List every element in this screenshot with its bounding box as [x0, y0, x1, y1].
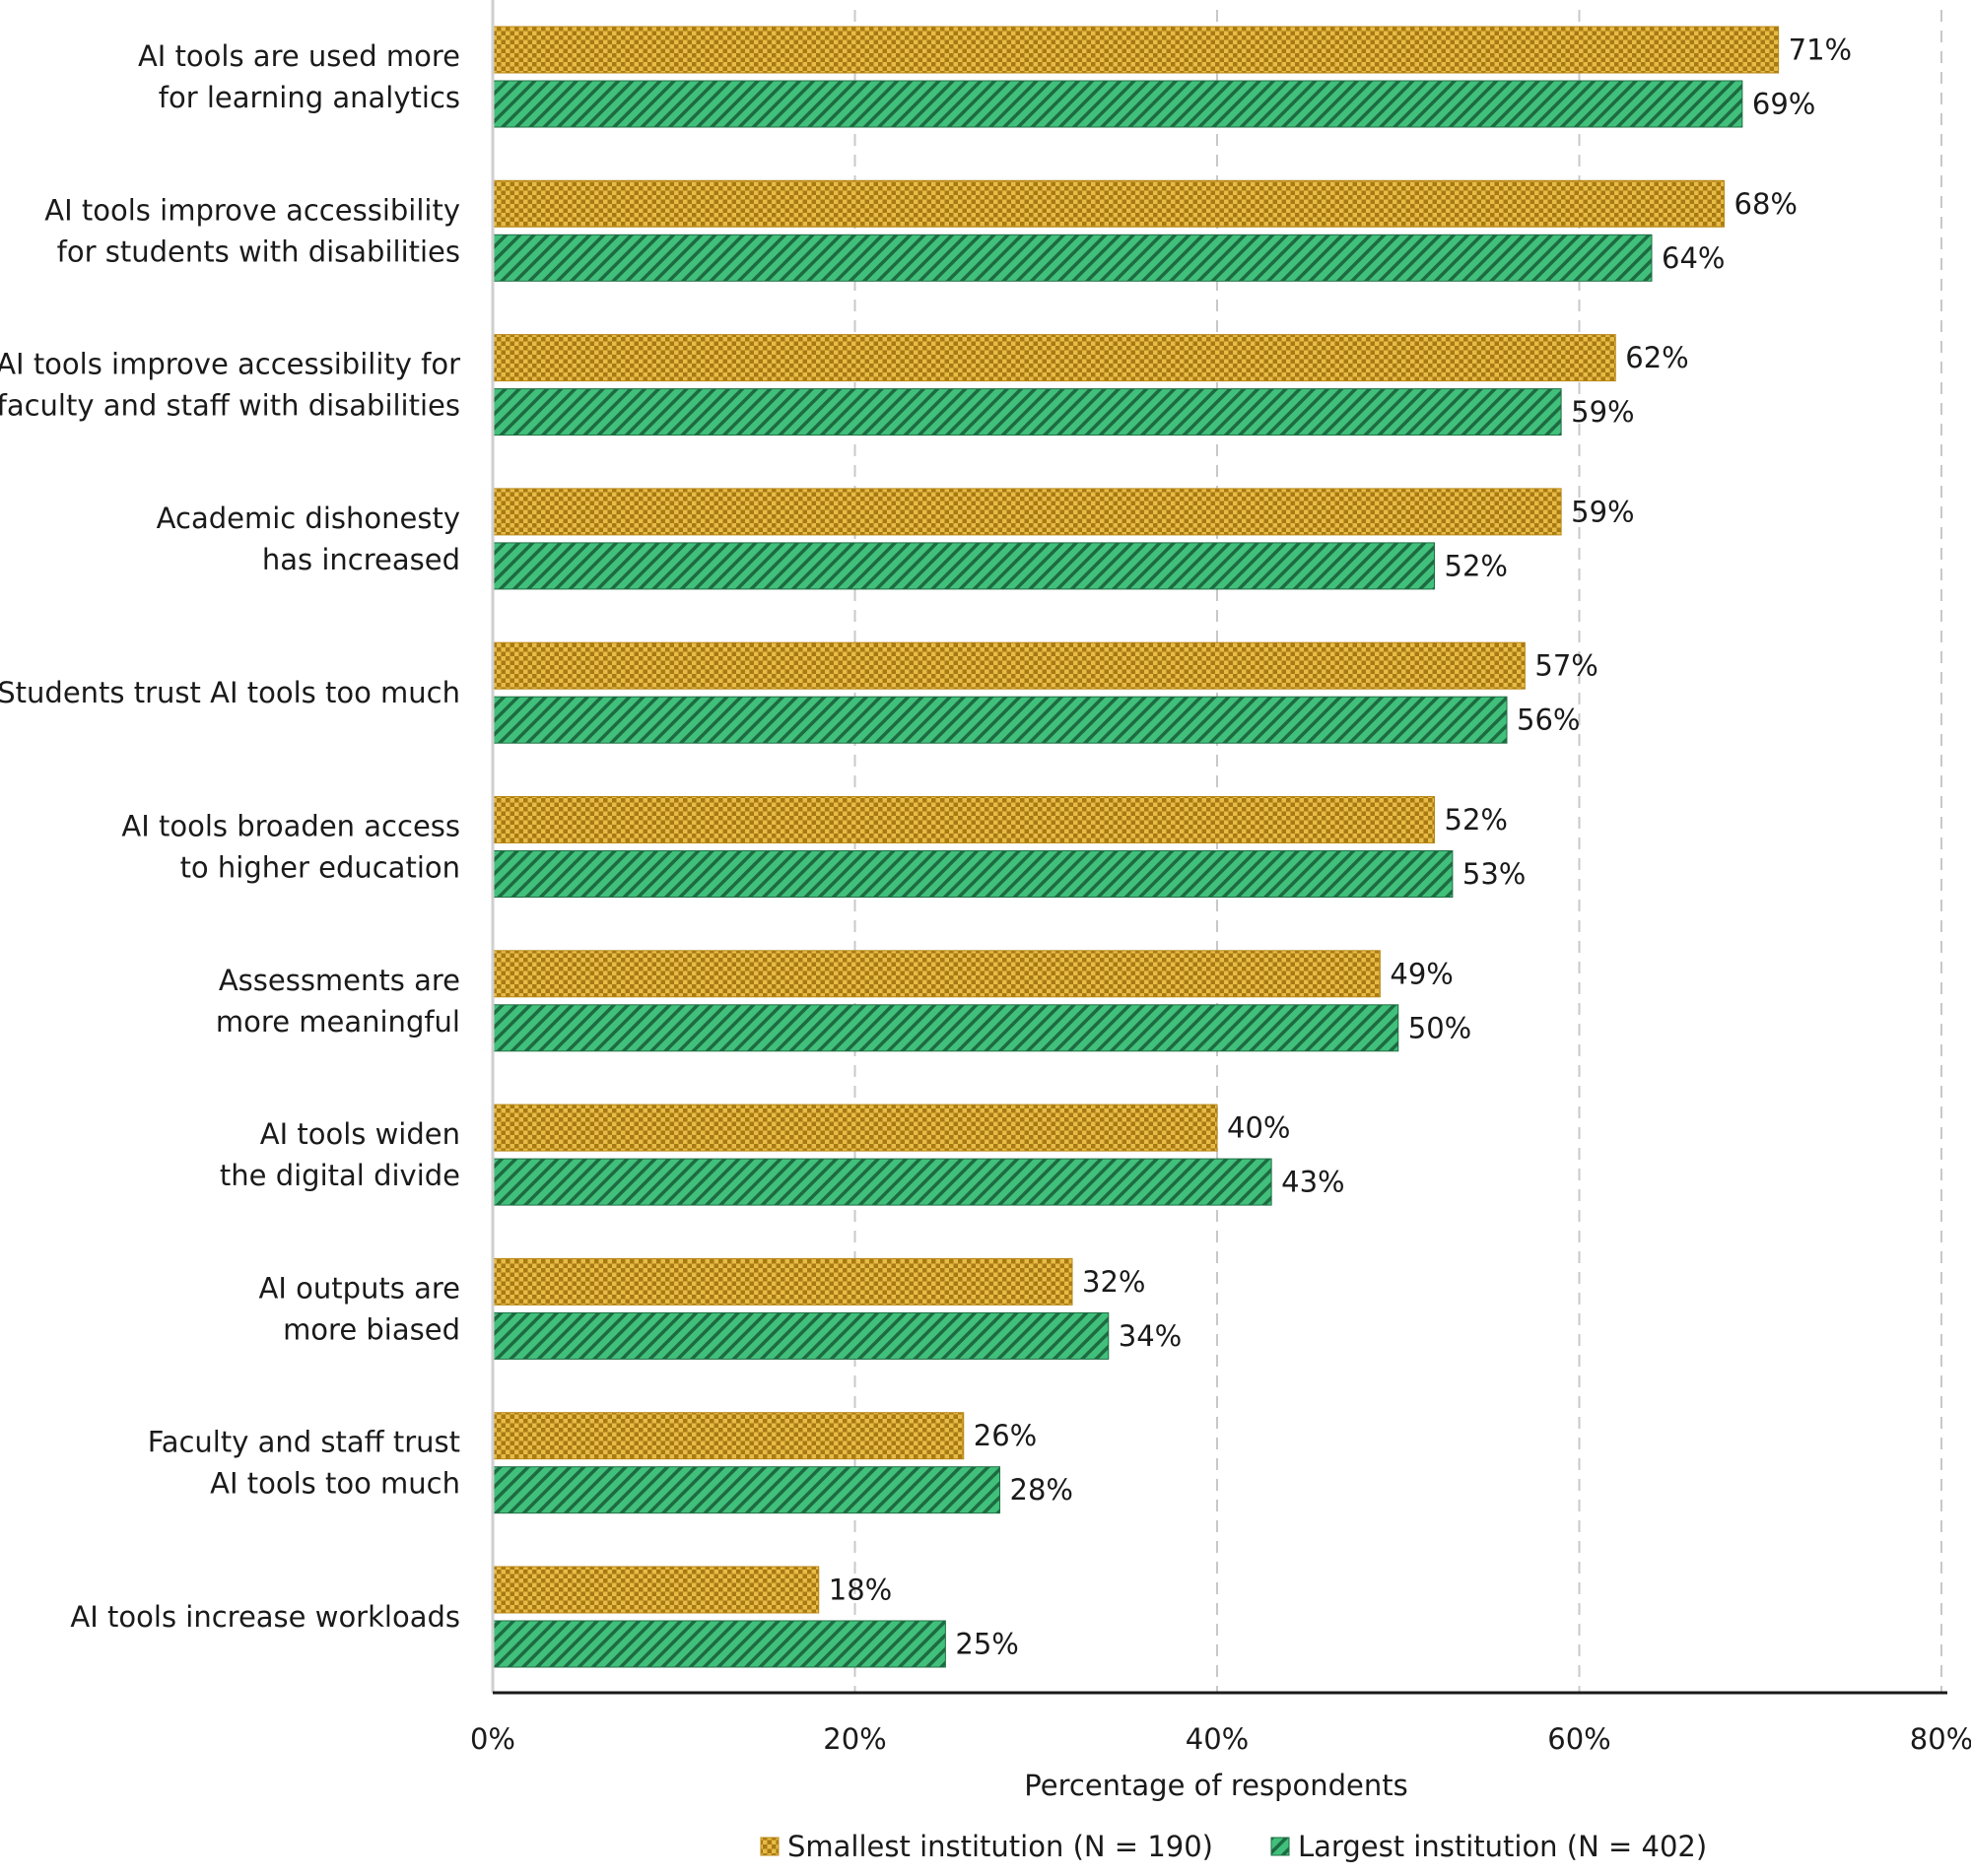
data-label: 59% [1571, 395, 1634, 429]
data-label: 40% [1227, 1111, 1290, 1145]
data-label: 69% [1752, 88, 1815, 121]
bar-smallest-institution [492, 179, 1725, 228]
category-label: AI tools widen [260, 1117, 460, 1151]
bar-largest-institution [492, 1158, 1272, 1206]
bar-smallest-institution [492, 1257, 1073, 1306]
data-label: 49% [1390, 957, 1453, 990]
data-label: 71% [1789, 34, 1852, 67]
bar-smallest-institution [492, 26, 1780, 74]
bar-smallest-institution [492, 488, 1562, 536]
bar-smallest-institution [492, 334, 1616, 382]
legend-label: Smallest institution (N = 190) [787, 1830, 1213, 1863]
data-label: 52% [1445, 549, 1508, 582]
bar-largest-institution [492, 542, 1435, 590]
category-label: Students trust AI tools too much [0, 676, 460, 709]
category-label: more biased [283, 1312, 460, 1346]
category-label: for students with disabilities [57, 234, 460, 268]
category-label: AI tools broaden access [121, 810, 460, 843]
data-label: 62% [1625, 341, 1688, 374]
category-label: has increased [262, 543, 460, 576]
data-label: 53% [1462, 857, 1526, 891]
labels-layer: 0% 20% 40% 60% 80% AI tools are used more for … [0, 34, 1971, 1757]
category-label: Assessments are [219, 964, 460, 997]
x-tick-label: 40% [1186, 1722, 1249, 1756]
data-label: 56% [1517, 704, 1580, 737]
x-tick-label: 80% [1910, 1722, 1971, 1756]
data-label: 43% [1281, 1166, 1344, 1199]
data-label: 28% [1010, 1473, 1073, 1507]
bar-largest-institution [492, 850, 1454, 898]
bars-layer [492, 26, 1780, 1668]
legend-label: Largest institution (N = 402) [1298, 1830, 1707, 1863]
bar-largest-institution [492, 1311, 1110, 1360]
data-label: 25% [955, 1628, 1018, 1661]
category-label: Academic dishonesty [157, 502, 460, 535]
category-label: AI tools improve accessibility [44, 193, 460, 227]
category-label: AI outputs are [259, 1271, 461, 1305]
bar-smallest-institution [492, 1566, 820, 1614]
category-label: AI tools too much [210, 1467, 460, 1501]
legend-swatch-largest [1270, 1837, 1290, 1856]
data-label: 34% [1119, 1319, 1182, 1353]
category-label: faculty and staff with disabilities [0, 389, 460, 423]
bar-largest-institution [492, 1004, 1399, 1052]
x-tick-label: 60% [1547, 1722, 1610, 1756]
bar-smallest-institution [492, 796, 1435, 843]
data-label: 68% [1734, 187, 1798, 221]
data-label: 50% [1408, 1011, 1471, 1044]
category-label: to higher education [180, 851, 460, 885]
data-label: 59% [1571, 495, 1634, 528]
bar-largest-institution [492, 1620, 946, 1668]
bar-largest-institution [492, 696, 1508, 744]
bar-largest-institution [492, 1466, 1000, 1514]
bar-smallest-institution [492, 950, 1381, 998]
category-label: more meaningful [216, 1005, 460, 1038]
x-axis-title: Percentage of respondents [1024, 1769, 1407, 1802]
bar-largest-institution [492, 234, 1653, 282]
data-label: 57% [1534, 649, 1597, 683]
data-label: 52% [1445, 803, 1508, 837]
axis-layer [491, 0, 1947, 1695]
bar-largest-institution [492, 80, 1743, 128]
data-label: 64% [1662, 241, 1725, 275]
bar-smallest-institution [492, 1412, 965, 1460]
category-label: for learning analytics [159, 81, 460, 114]
legend: Smallest institution (N = 190) Largest in… [760, 1830, 1707, 1863]
bar-smallest-institution [492, 1104, 1218, 1152]
x-tick-label: 0% [470, 1722, 515, 1756]
data-label: 32% [1082, 1265, 1145, 1299]
x-tick-label: 20% [823, 1722, 886, 1756]
legend-swatch-smallest [760, 1837, 780, 1856]
category-label: Faculty and staff trust [148, 1426, 460, 1459]
category-label: AI tools increase workloads [70, 1600, 460, 1634]
bar-smallest-institution [492, 641, 1526, 690]
category-label: AI tools are used more [138, 39, 460, 73]
category-label: the digital divide [220, 1159, 460, 1192]
bar-largest-institution [492, 388, 1562, 436]
data-label: 26% [974, 1419, 1037, 1452]
category-label: AI tools improve accessibility for [0, 348, 460, 381]
data-label: 18% [829, 1574, 892, 1607]
grid-layer [853, 10, 1942, 1693]
